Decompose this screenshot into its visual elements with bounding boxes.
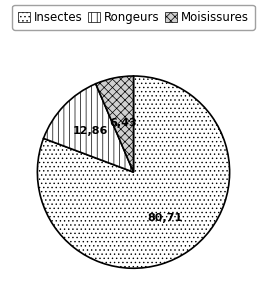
Text: 12,86: 12,86 (73, 126, 108, 136)
Text: 80,71: 80,71 (148, 213, 183, 223)
Text: 6,43: 6,43 (110, 118, 137, 128)
Legend: Insectes, Rongeurs, Moisissures: Insectes, Rongeurs, Moisissures (13, 5, 254, 30)
Wedge shape (96, 76, 134, 172)
Wedge shape (44, 84, 134, 172)
Wedge shape (37, 76, 230, 268)
